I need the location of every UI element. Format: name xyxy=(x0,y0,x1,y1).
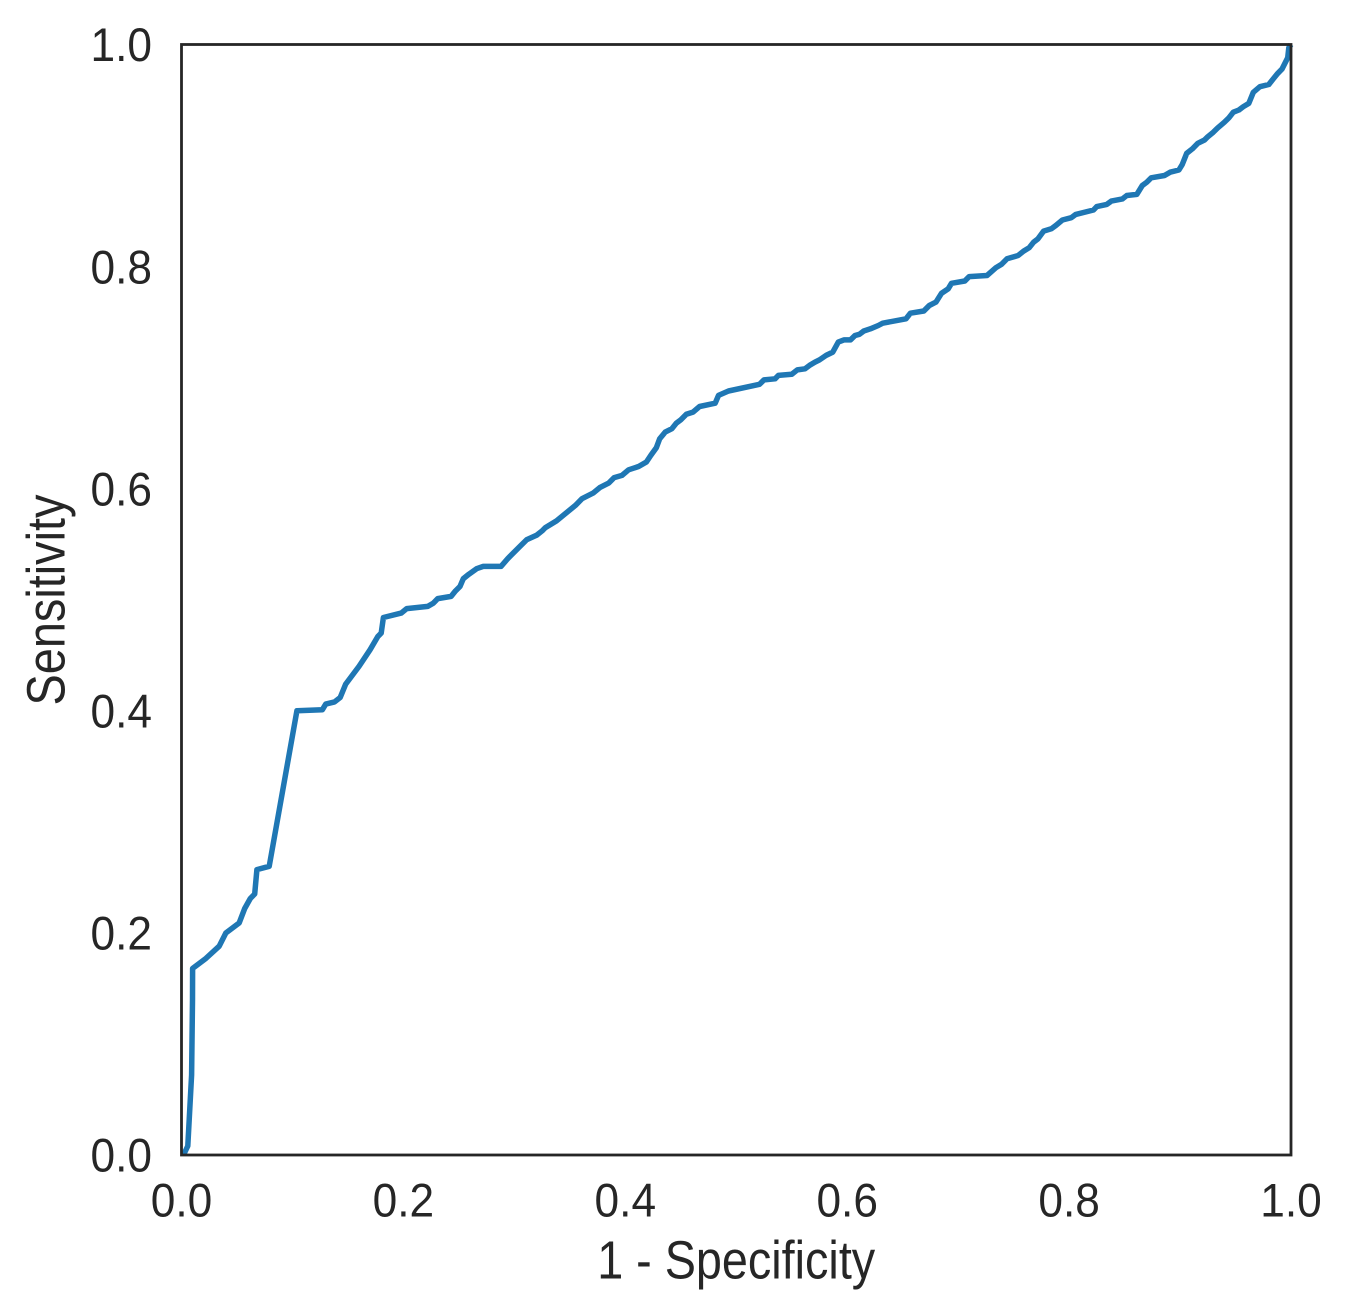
svg-text:1.0: 1.0 xyxy=(1260,1174,1322,1227)
svg-text:1.0: 1.0 xyxy=(91,18,153,71)
svg-text:0.4: 0.4 xyxy=(595,1174,657,1227)
svg-text:1 - Specificity: 1 - Specificity xyxy=(597,1231,875,1291)
svg-text:0.8: 0.8 xyxy=(91,240,153,293)
svg-text:Sensitivity: Sensitivity xyxy=(17,495,77,706)
svg-text:0.4: 0.4 xyxy=(91,685,153,738)
svg-text:0.2: 0.2 xyxy=(91,907,153,960)
svg-text:0.6: 0.6 xyxy=(816,1174,878,1227)
svg-text:0.0: 0.0 xyxy=(91,1129,153,1182)
svg-text:0.2: 0.2 xyxy=(373,1174,435,1227)
svg-text:0.0: 0.0 xyxy=(151,1174,213,1227)
svg-text:0.6: 0.6 xyxy=(91,462,153,515)
svg-text:0.8: 0.8 xyxy=(1038,1174,1100,1227)
